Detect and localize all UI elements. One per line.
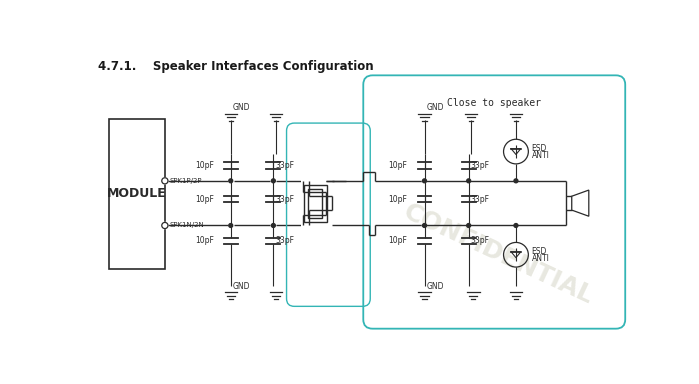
Text: 10pF: 10pF — [389, 161, 408, 170]
Text: CONFIDENTIAL: CONFIDENTIAL — [399, 199, 597, 308]
Text: ANTI: ANTI — [531, 254, 549, 263]
Text: 10pF: 10pF — [389, 195, 408, 204]
Text: 33pF: 33pF — [470, 161, 489, 170]
Text: 33pF: 33pF — [470, 237, 489, 245]
Text: 10pF: 10pF — [195, 237, 214, 245]
Text: 10pF: 10pF — [195, 161, 214, 170]
Bar — [565, 196, 572, 210]
Circle shape — [467, 179, 470, 183]
Text: 33pF: 33pF — [470, 195, 489, 204]
Circle shape — [229, 179, 233, 183]
Circle shape — [467, 223, 470, 227]
Text: 10pF: 10pF — [195, 195, 214, 204]
Circle shape — [514, 223, 518, 227]
Text: ANTI: ANTI — [531, 151, 549, 160]
Text: GND: GND — [233, 103, 250, 112]
Text: ESD: ESD — [531, 247, 547, 256]
Circle shape — [423, 223, 426, 227]
Text: SPK1P/2P: SPK1P/2P — [170, 178, 202, 184]
Polygon shape — [572, 190, 589, 216]
Bar — [303, 185, 327, 222]
Circle shape — [229, 223, 233, 227]
Text: 33pF: 33pF — [275, 237, 294, 245]
Circle shape — [271, 179, 275, 183]
Text: Close to speaker: Close to speaker — [447, 98, 541, 108]
Text: 33pF: 33pF — [275, 195, 294, 204]
Bar — [301, 177, 351, 229]
Circle shape — [423, 179, 426, 183]
Circle shape — [161, 222, 168, 228]
Text: 4.7.1.    Speaker Interfaces Configuration: 4.7.1. Speaker Interfaces Configuration — [99, 60, 374, 73]
Text: GND: GND — [427, 282, 445, 291]
Text: SPK1N/2N: SPK1N/2N — [170, 222, 204, 228]
Text: 33pF: 33pF — [275, 161, 294, 170]
Circle shape — [161, 178, 168, 184]
Bar — [308, 189, 322, 218]
Text: ESD: ESD — [531, 144, 547, 153]
Circle shape — [514, 179, 518, 183]
Text: GND: GND — [233, 282, 250, 291]
Circle shape — [271, 223, 275, 227]
Text: GND: GND — [427, 103, 445, 112]
Text: 10pF: 10pF — [389, 237, 408, 245]
Text: MODULE: MODULE — [107, 187, 167, 200]
Bar — [109, 119, 165, 270]
